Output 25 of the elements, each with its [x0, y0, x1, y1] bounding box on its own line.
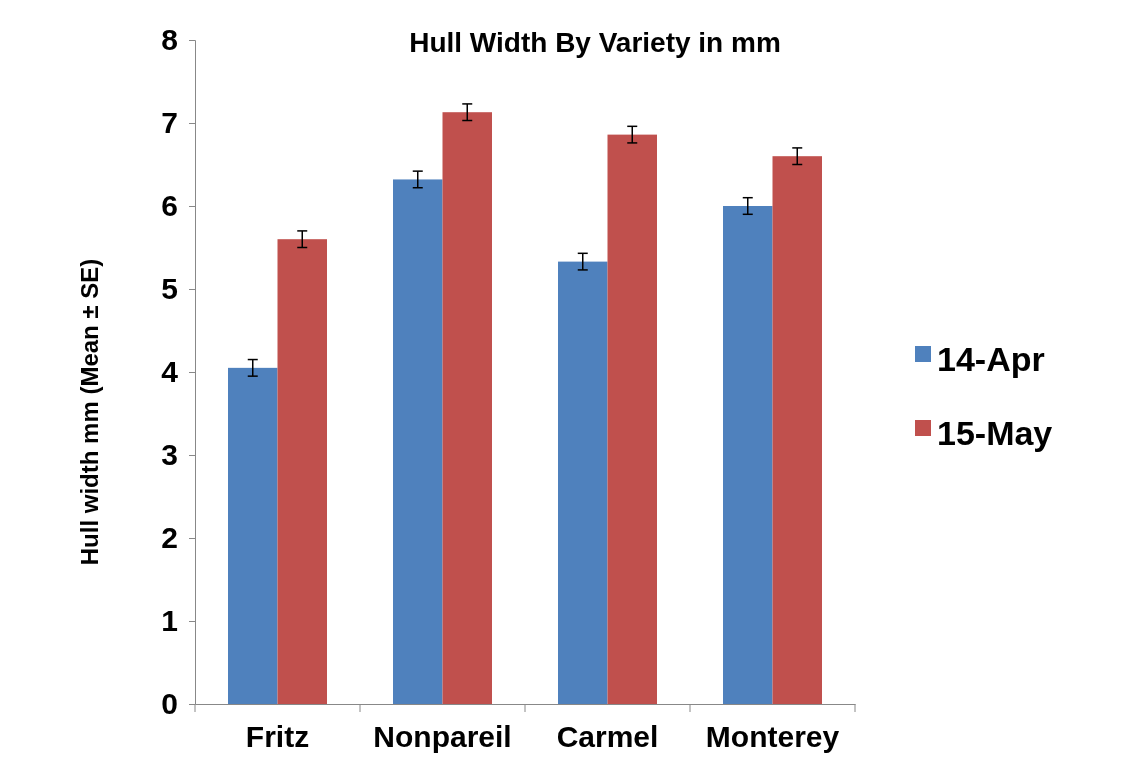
x-tick-label: Nonpareil [373, 720, 512, 753]
y-tick-label: 1 [161, 604, 178, 638]
x-tick-label: Monterey [705, 720, 840, 753]
bar [393, 179, 443, 704]
legend-label: 15-May [937, 413, 1053, 452]
legend-label: 14-Apr [937, 339, 1045, 378]
bar [772, 156, 822, 704]
bar [442, 112, 492, 704]
x-tick-label: Carmel [556, 720, 659, 753]
bar [277, 239, 327, 704]
y-axis-title: Hull width mm (Mean ± SE) [76, 258, 103, 566]
y-tick-label: 6 [161, 189, 178, 223]
y-tick-label: 4 [161, 355, 179, 389]
y-tick-label: 7 [161, 106, 178, 140]
x-tick-label: Fritz [245, 720, 310, 753]
bar [228, 367, 278, 704]
y-tick-label: 0 [161, 687, 178, 721]
y-tick-label: 5 [161, 272, 178, 306]
bar [723, 206, 773, 704]
bar [607, 134, 657, 704]
y-tick-label: 2 [161, 521, 178, 555]
bar [558, 261, 608, 704]
chart-title: Hull Width By Variety in mm [409, 27, 781, 58]
y-tick-label: 3 [161, 438, 178, 472]
y-tick-label: 8 [161, 23, 178, 57]
